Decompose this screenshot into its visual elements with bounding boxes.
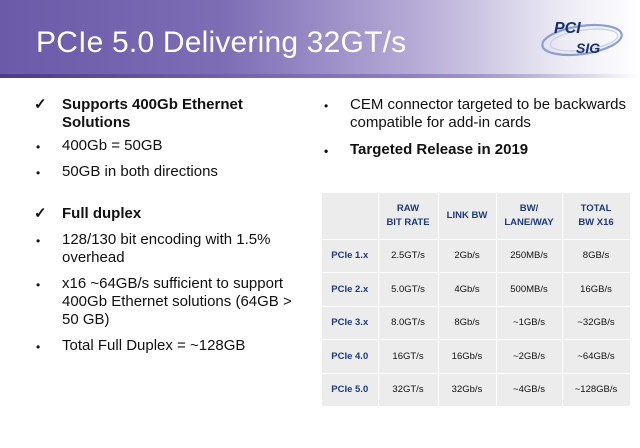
table-cell: ~4GB/s bbox=[496, 373, 563, 407]
table-cell: 8.0GT/s bbox=[378, 306, 439, 340]
bullet-icon: • bbox=[36, 140, 41, 154]
table-row: PCIe 1.x 2.5GT/s 2Gb/s 250MB/s 8GB/s bbox=[322, 239, 631, 273]
table-cell: 250MB/s bbox=[496, 239, 563, 273]
bullet-text: CEM connector targeted to be backwards c… bbox=[350, 96, 626, 131]
table-cell: 8GB/s bbox=[562, 239, 631, 273]
table-cell: 4Gb/s bbox=[438, 272, 497, 307]
bullet-icon: • bbox=[36, 166, 41, 180]
table-cell: 5.0GT/s bbox=[378, 272, 439, 307]
bullet-icon: • bbox=[36, 234, 41, 248]
table-cell: 8Gb/s bbox=[438, 306, 497, 340]
table-header-row: RAW BIT RATE LINK BW BW/ LANE/WAY TOTAL … bbox=[322, 193, 631, 240]
bullet-item-cem: • CEM connector targeted to be backwards… bbox=[318, 96, 628, 132]
table-row: PCIe 4.0 16GT/s 16Gb/s ~2GB/s ~64GB/s bbox=[322, 339, 631, 374]
bullet-item-release: • Targeted Release in 2019 bbox=[318, 141, 628, 159]
logo-text-pci: PCI bbox=[554, 20, 581, 37]
bullet-icon: • bbox=[324, 99, 329, 113]
table-cell: ~64GB/s bbox=[562, 339, 631, 374]
bullet-item: • x16 ~64GB/s sufficient to support 400G… bbox=[30, 275, 310, 329]
left-column: ✓ Supports 400Gb Ethernet Solutions • 40… bbox=[30, 96, 310, 355]
row-header-cell: PCIe 1.x bbox=[322, 239, 379, 273]
check-icon: ✓ bbox=[34, 96, 47, 113]
table-cell: ~128GB/s bbox=[562, 373, 631, 407]
table-header-cell: TOTAL BW X16 bbox=[562, 193, 631, 240]
check-item-400gb: ✓ Supports 400Gb Ethernet Solutions bbox=[30, 96, 310, 132]
table-cell: 16Gb/s bbox=[438, 339, 497, 374]
table-cell: ~1GB/s bbox=[496, 306, 563, 340]
bullet-item: • 50GB in both directions bbox=[30, 163, 310, 181]
bullet-text: Total Full Duplex = ~128GB bbox=[62, 337, 246, 354]
bullet-item: • Total Full Duplex = ~128GB bbox=[30, 337, 310, 355]
table-header-cell: BW/ LANE/WAY bbox=[496, 193, 563, 240]
table-cell: 2Gb/s bbox=[438, 239, 497, 273]
table-cell: 32GT/s bbox=[378, 373, 439, 407]
row-header-cell: PCIe 2.x bbox=[322, 272, 379, 307]
bullet-item: • 128/130 bit encoding with 1.5% overhea… bbox=[30, 231, 310, 267]
row-header-cell: PCIe 3.x bbox=[322, 306, 379, 340]
check-icon: ✓ bbox=[34, 205, 47, 222]
table-header-cell bbox=[322, 193, 379, 240]
check-item-text: Supports 400Gb Ethernet Solutions bbox=[62, 96, 243, 131]
table-cell: 500MB/s bbox=[496, 272, 563, 307]
logo-text-sig: SIG bbox=[576, 40, 601, 56]
table-row: PCIe 5.0 32GT/s 32Gb/s ~4GB/s ~128GB/s bbox=[322, 373, 631, 407]
slide-title: PCIe 5.0 Delivering 32GT/s bbox=[36, 26, 407, 59]
table-cell: 16GB/s bbox=[562, 272, 631, 307]
pci-sig-logo: PCI SIG bbox=[540, 18, 630, 64]
row-header-cell: PCIe 4.0 bbox=[322, 339, 379, 374]
table-cell: ~2GB/s bbox=[496, 339, 563, 374]
table-row: PCIe 3.x 8.0GT/s 8Gb/s ~1GB/s ~32GB/s bbox=[322, 306, 631, 340]
table-header-cell: RAW BIT RATE bbox=[378, 193, 439, 240]
table-cell: 16GT/s bbox=[378, 339, 439, 374]
table-cell: 2.5GT/s bbox=[378, 239, 439, 273]
row-header-cell: PCIe 5.0 bbox=[322, 373, 379, 407]
logo-swoosh-icon bbox=[541, 23, 623, 57]
bullet-icon: • bbox=[36, 340, 41, 354]
check-item-full-duplex: ✓ Full duplex bbox=[30, 205, 310, 223]
bullet-item: • 400Gb = 50GB bbox=[30, 137, 310, 155]
table-cell: ~32GB/s bbox=[562, 306, 631, 340]
check-item-text: Full duplex bbox=[62, 205, 142, 222]
pcie-speed-table: RAW BIT RATE LINK BW BW/ LANE/WAY TOTAL … bbox=[322, 193, 631, 407]
bullet-text: 128/130 bit encoding with 1.5% overhead bbox=[62, 231, 271, 266]
bullet-text: 50GB in both directions bbox=[62, 163, 218, 180]
table-cell: 32Gb/s bbox=[438, 373, 497, 407]
bullet-icon: • bbox=[36, 278, 41, 292]
right-column: • CEM connector targeted to be backwards… bbox=[318, 96, 628, 159]
bullet-text: Targeted Release in 2019 bbox=[350, 141, 529, 158]
bullet-icon: • bbox=[324, 144, 329, 158]
bullet-text: 400Gb = 50GB bbox=[62, 137, 163, 154]
title-banner: PCIe 5.0 Delivering 32GT/s PCI SIG bbox=[0, 0, 640, 78]
table-row: PCIe 2.x 5.0GT/s 4Gb/s 500MB/s 16GB/s bbox=[322, 272, 631, 307]
bullet-text: x16 ~64GB/s sufficient to support 400Gb … bbox=[62, 275, 292, 328]
table-header-cell: LINK BW bbox=[438, 193, 497, 240]
